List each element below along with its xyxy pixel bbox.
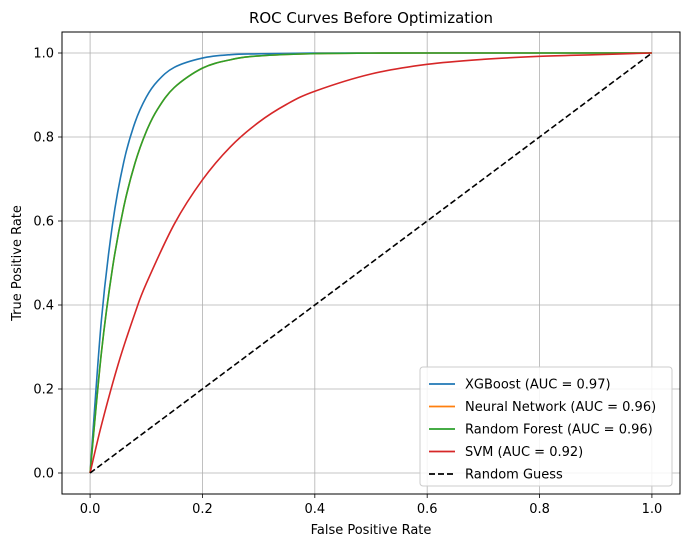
series-lines (89, 52, 653, 474)
x-tick-label: 0.8 (529, 502, 550, 517)
legend-box (419, 366, 673, 487)
x-tick-label: 0.2 (192, 502, 213, 517)
x-tick-label: 0.4 (304, 502, 325, 517)
y-tick-label: 0.0 (33, 467, 54, 482)
chart-title: ROC Curves Before Optimization (249, 9, 493, 27)
x-tick-label: 1.0 (642, 502, 663, 517)
y-tick-label: 0.4 (33, 299, 54, 314)
y-tick-label: 0.8 (33, 131, 54, 146)
series-line-3 (89, 52, 652, 474)
plot-frame (61, 31, 681, 495)
x-axis-label: False Positive Rate (311, 523, 432, 538)
y-tick-label: 1.0 (33, 47, 54, 62)
legend-label: XGBoost (AUC = 0.97) (465, 378, 611, 393)
y-axis-label: True Positive Rate (10, 205, 25, 322)
y-tick-label: 0.2 (33, 383, 54, 398)
series-line-2 (89, 52, 652, 474)
legend-label: SVM (AUC = 0.92) (465, 445, 583, 460)
y-tick-label: 0.6 (33, 215, 54, 230)
axis-ticks: 0.0 0.2 0.4 0.6 0.8 1.0 0.0 0.2 0.4 0.6 0.8 1.0 (33, 47, 662, 518)
grid (62, 32, 680, 494)
legend-label: Random Forest (AUC = 0.96) (465, 423, 653, 438)
legend-label: Neural Network (AUC = 0.96) (465, 400, 656, 415)
x-tick-label: 0.6 (417, 502, 438, 517)
legend: XGBoost (AUC = 0.97) Neural Network (AUC … (419, 366, 673, 487)
x-tick-label: 0.0 (80, 502, 101, 517)
legend-label: Random Guess (465, 468, 563, 483)
